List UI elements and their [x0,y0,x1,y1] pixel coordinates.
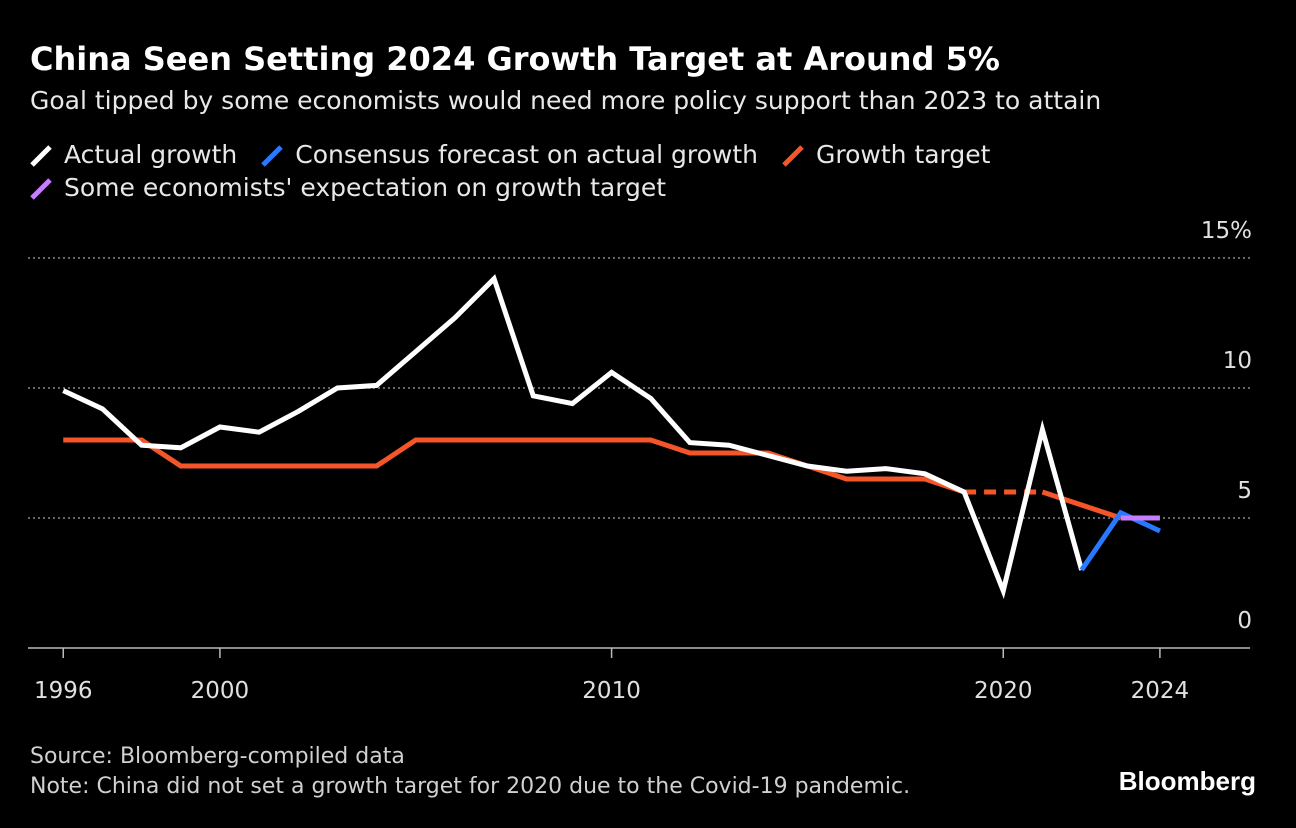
legend: Actual growth Consensus forecast on actua… [28,140,1108,202]
y-tick-label: 0 [1237,608,1252,634]
legend-label: Consensus forecast on actual growth [295,140,758,169]
note: Note: China did not set a growth target … [30,774,911,799]
legend-item: Some economists' expectation on growth t… [28,173,666,202]
legend-label: Some economists' expectation on growth t… [64,173,667,202]
legend-swatch [782,144,804,167]
legend-item: Actual growth [28,140,237,169]
brand-logo: Bloomberg [1118,766,1256,796]
legend-swatch [261,144,284,167]
y-tick-label: 15% [1201,218,1252,244]
legend-item: Growth target [780,140,990,169]
series-line [1079,509,1161,572]
legend-swatch-line [30,144,52,167]
legend-item: Consensus forecast on actual growth [259,140,758,169]
legend-label: Growth target [816,140,991,169]
series-line [62,274,1084,600]
series-line [63,437,965,495]
x-tick-label: 2000 [191,678,250,704]
y-tick-label: 5 [1237,478,1252,504]
series-line [1041,489,1122,521]
legend-swatch-line [782,144,804,167]
legend-swatch-line [30,177,52,200]
legend-label: Actual growth [64,140,238,169]
y-tick-label: 10 [1223,348,1252,374]
chart-subtitle: Goal tipped by some economists would nee… [30,86,1102,115]
x-tick-label: 2024 [1131,678,1190,704]
legend-swatch [30,144,52,167]
legend-swatch-line [261,144,284,167]
source: Source: Bloomberg-compiled data [30,744,405,769]
chart-title: China Seen Setting 2024 Growth Target at… [30,40,1000,78]
x-tick-label: 2020 [974,678,1033,704]
x-tick-label: 1996 [34,678,93,704]
legend-swatch [30,177,52,200]
x-tick-label: 2010 [582,678,641,704]
